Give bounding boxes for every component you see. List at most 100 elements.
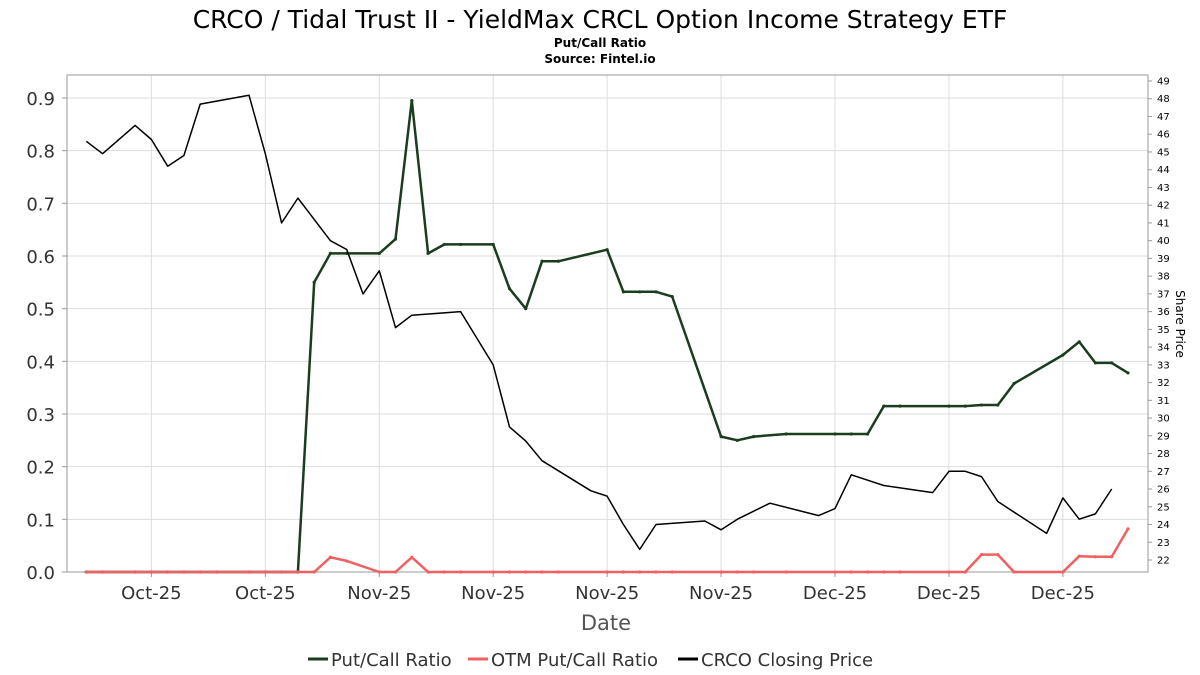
data-point xyxy=(247,570,251,574)
right-tick-label: 23 xyxy=(1157,538,1170,549)
data-point xyxy=(996,403,1000,407)
data-point xyxy=(312,280,316,284)
left-tick-label: 0.7 xyxy=(26,194,55,215)
data-point xyxy=(865,570,870,574)
legend-label: CRCO Closing Price xyxy=(701,650,873,671)
right-tick-label: 30 xyxy=(1157,414,1170,425)
data-point xyxy=(149,570,153,574)
left-tick-label: 0.8 xyxy=(26,142,55,163)
data-point xyxy=(345,559,349,563)
data-point xyxy=(214,570,219,574)
right-tick-label: 48 xyxy=(1157,94,1170,105)
data-point xyxy=(524,570,528,574)
data-point xyxy=(507,570,512,574)
right-tick-label: 49 xyxy=(1157,77,1170,88)
data-point xyxy=(442,570,446,574)
data-point xyxy=(459,242,463,247)
x-tick-label: Oct-25 xyxy=(235,583,296,604)
data-point xyxy=(426,570,430,574)
data-point xyxy=(963,404,967,408)
data-point xyxy=(784,570,788,574)
right-tick-label: 29 xyxy=(1157,431,1170,442)
x-tick-label: Nov-25 xyxy=(461,583,525,604)
data-point xyxy=(393,237,398,241)
data-point xyxy=(833,570,837,574)
data-point xyxy=(735,438,739,442)
right-tick-label: 41 xyxy=(1157,218,1170,229)
data-point xyxy=(507,287,512,291)
right-tick-label: 31 xyxy=(1157,396,1170,407)
data-point xyxy=(524,307,528,311)
data-point xyxy=(263,570,267,574)
data-point xyxy=(100,570,105,574)
x-tick-label: Nov-25 xyxy=(347,583,411,604)
right-tick-label: 46 xyxy=(1157,130,1170,141)
legend: Put/Call Ratio OTM Put/Call Ratio CRCO Clo… xyxy=(308,650,873,671)
data-point xyxy=(1077,340,1081,344)
data-point xyxy=(296,570,300,574)
data-point xyxy=(1126,527,1130,531)
data-point xyxy=(752,435,756,439)
data-point xyxy=(719,570,723,574)
left-tick-label: 0.3 xyxy=(26,405,55,426)
data-point xyxy=(1126,371,1130,375)
data-point xyxy=(426,251,430,255)
data-point xyxy=(996,553,1000,557)
left-tick-label: 0.0 xyxy=(26,563,55,584)
right-tick-label: 27 xyxy=(1157,467,1170,478)
data-point xyxy=(84,570,88,574)
legend-label: Put/Call Ratio xyxy=(331,650,452,671)
data-point xyxy=(621,290,626,294)
data-point xyxy=(166,570,170,574)
series-points-otm-put-call-ratio xyxy=(84,527,1130,574)
data-point xyxy=(377,570,381,574)
data-point xyxy=(1093,361,1098,365)
data-point xyxy=(1061,353,1065,357)
data-point xyxy=(491,570,495,574)
right-tick-label: 35 xyxy=(1157,325,1170,336)
chart-subtitle: Put/Call Ratio xyxy=(554,36,646,50)
x-axis: Oct-25 Oct-25 Nov-25 Nov-25 Nov-25 Nov-25 Dec-… xyxy=(121,572,1095,604)
data-point xyxy=(654,570,658,574)
right-y-axis-label: Share Price xyxy=(1173,290,1187,358)
data-point xyxy=(947,404,951,408)
series-layer xyxy=(84,94,1130,574)
data-point xyxy=(670,570,674,574)
data-point xyxy=(133,570,137,574)
chart-title: CRCO / Tidal Trust II - YieldMax CRCL Op… xyxy=(193,5,1008,34)
data-point xyxy=(735,570,739,574)
data-point xyxy=(979,403,984,407)
right-tick-label: 42 xyxy=(1157,201,1170,212)
data-point xyxy=(328,555,333,559)
right-tick-label: 43 xyxy=(1157,183,1170,194)
data-point xyxy=(947,570,951,574)
right-tick-label: 39 xyxy=(1157,254,1170,265)
data-point xyxy=(670,294,674,299)
data-point xyxy=(540,570,544,574)
data-point xyxy=(410,555,414,559)
left-tick-label: 0.9 xyxy=(26,89,55,110)
data-point xyxy=(638,290,642,294)
data-point xyxy=(556,259,560,263)
data-point xyxy=(719,435,723,439)
left-tick-label: 0.4 xyxy=(26,352,55,373)
data-point xyxy=(638,570,642,574)
data-point xyxy=(1110,555,1114,559)
data-point xyxy=(849,570,853,574)
data-point xyxy=(198,570,202,574)
data-point xyxy=(752,570,756,574)
data-point xyxy=(442,242,446,247)
data-point xyxy=(1077,554,1081,558)
right-tick-label: 24 xyxy=(1157,520,1170,531)
data-point xyxy=(1093,555,1098,559)
grid xyxy=(67,75,1148,573)
data-point xyxy=(849,432,853,436)
right-tick-label: 45 xyxy=(1157,147,1170,158)
data-point xyxy=(865,432,870,436)
data-point xyxy=(605,570,609,574)
right-tick-label: 38 xyxy=(1157,272,1170,283)
series-line-crco-closing-price xyxy=(85,94,1113,551)
data-point xyxy=(312,570,316,574)
right-tick-label: 26 xyxy=(1157,485,1170,496)
